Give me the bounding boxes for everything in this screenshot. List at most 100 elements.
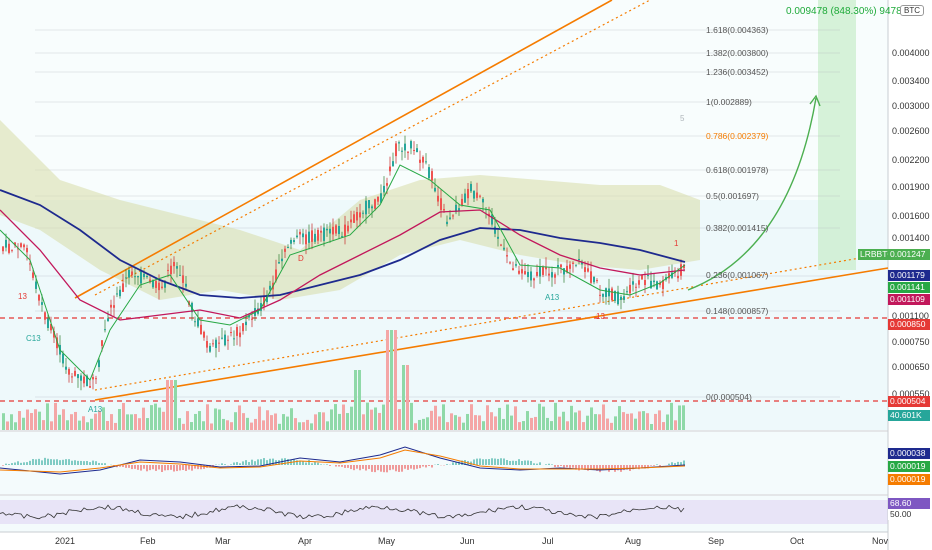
- macd-histogram-bar: [515, 460, 517, 465]
- volume-bar: [534, 416, 537, 430]
- candle-body: [185, 283, 187, 287]
- volume-bar: [402, 365, 405, 430]
- volume-bar: [238, 405, 241, 430]
- candle-body: [302, 233, 304, 238]
- candle-body: [350, 219, 352, 223]
- candle-body: [518, 270, 520, 274]
- candle-body: [560, 264, 562, 268]
- volume-bar: [54, 402, 57, 430]
- volume-bar: [466, 413, 469, 430]
- macd-histogram-bar: [143, 465, 145, 469]
- candle-body: [233, 338, 235, 340]
- candle-body: [638, 280, 640, 285]
- macd-histogram-bar: [71, 460, 73, 465]
- candle-body: [578, 258, 580, 260]
- fib-level-label: 1.618(0.004363): [706, 25, 769, 35]
- fib-level-label: 0.236(0.001067): [706, 270, 769, 280]
- candle-body: [110, 304, 112, 308]
- volume-bar: [66, 420, 69, 430]
- volume-bar: [82, 416, 85, 430]
- candle-body: [482, 198, 484, 203]
- macd-histogram-bar: [500, 458, 502, 465]
- macd-histogram-bar: [182, 465, 184, 471]
- volume-bar: [530, 417, 533, 430]
- macd-histogram-bar: [209, 465, 211, 468]
- volume-bar: [294, 418, 297, 430]
- macd-histogram-bar: [626, 465, 628, 470]
- candle-body: [83, 376, 85, 384]
- macd-histogram-bar: [11, 463, 13, 465]
- candle-body: [236, 327, 238, 336]
- volume-bar: [138, 418, 141, 430]
- candle-body: [212, 343, 214, 345]
- macd-histogram-bar: [524, 460, 526, 465]
- macd-histogram-bar: [29, 460, 31, 465]
- volume-bar: [62, 409, 65, 430]
- lower-dotted-trendline: [94, 257, 861, 391]
- candle-body: [659, 282, 661, 285]
- macd-histogram-bar: [410, 465, 412, 469]
- candle-body: [167, 269, 169, 271]
- macd-histogram-bar: [311, 463, 313, 465]
- rsi-tag: 50.00: [888, 509, 930, 520]
- volume-bar: [630, 413, 633, 430]
- price-axis-label: 0.001400: [892, 233, 930, 243]
- volume-bar: [186, 411, 189, 430]
- volume-bar: [454, 415, 457, 430]
- macd-histogram-bar: [368, 465, 370, 470]
- volume-bar: [50, 421, 53, 430]
- price-axis-label: 0.002600: [892, 126, 930, 136]
- candle-body: [278, 262, 280, 264]
- candle-body: [470, 183, 472, 192]
- volume-bar: [374, 407, 377, 430]
- candle-body: [575, 264, 577, 266]
- currency-badge[interactable]: BTC: [900, 5, 924, 16]
- macd-histogram-bar: [53, 459, 55, 465]
- candle-body: [503, 247, 505, 250]
- candle-body: [617, 291, 619, 305]
- candle-body: [422, 156, 424, 163]
- volume-bar: [194, 413, 197, 430]
- volume-bar: [114, 422, 117, 430]
- macd-histogram-bar: [344, 465, 346, 468]
- candle-body: [338, 226, 340, 235]
- candle-body: [569, 264, 571, 269]
- macd-histogram-bar: [233, 462, 235, 465]
- volume-bar: [346, 413, 349, 430]
- candle-body: [266, 296, 268, 303]
- candle-body: [608, 288, 610, 297]
- projection-arrow: [687, 97, 817, 291]
- time-axis-label: May: [378, 536, 396, 546]
- candle-body: [98, 360, 100, 368]
- macd-histogram-bar: [62, 459, 64, 465]
- volume-bar: [422, 418, 425, 430]
- candle-body: [443, 209, 445, 211]
- candle-body: [248, 315, 250, 318]
- volume-bar: [666, 414, 669, 430]
- volume-bar: [478, 415, 481, 430]
- macd-histogram-bar: [635, 465, 637, 469]
- volume-bar: [582, 422, 585, 430]
- volume-bar: [278, 423, 281, 430]
- macd-histogram-bar: [260, 459, 262, 465]
- macd-histogram-bar: [128, 465, 130, 468]
- candle-body: [401, 150, 403, 152]
- candle-body: [413, 150, 415, 152]
- volume-bar: [370, 409, 373, 430]
- candle-body: [77, 374, 79, 379]
- volume-bar: [350, 406, 353, 430]
- candle-body: [425, 161, 427, 163]
- candle-body: [293, 240, 295, 242]
- candle-body: [314, 233, 316, 242]
- volume-bar: [602, 404, 605, 430]
- volume-bar: [598, 414, 601, 430]
- volume-bar: [58, 414, 61, 430]
- candle-body: [116, 293, 118, 295]
- candle-body: [68, 368, 70, 375]
- candle-body: [332, 226, 334, 235]
- candle-body: [86, 375, 88, 387]
- macd-histogram-bar: [458, 461, 460, 465]
- candle-body: [209, 345, 211, 352]
- macd-histogram-bar: [8, 464, 10, 465]
